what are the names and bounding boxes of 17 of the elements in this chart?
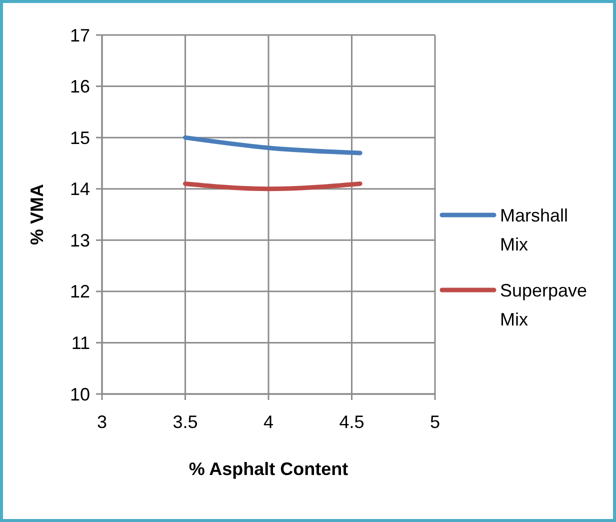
y-tick-label: 17 — [70, 25, 90, 46]
y-tick-label: 10 — [70, 384, 90, 404]
x-axis-title: % Asphalt Content — [188, 459, 348, 479]
legend-label: Superpave Mix — [500, 280, 588, 330]
y-tick-label: 11 — [71, 333, 90, 354]
x-tick-label: 4 — [263, 412, 274, 432]
x-tick-label: 5 — [430, 412, 440, 432]
x-tick-label: 3.5 — [172, 412, 198, 432]
y-tick-label: 16 — [70, 76, 90, 97]
y-tick-label: 13 — [70, 230, 90, 250]
y-tick-label: 15 — [70, 128, 90, 148]
legend-label: Marshall Mix — [500, 205, 568, 254]
x-tick-label: 4.5 — [339, 412, 364, 432]
x-tick-label: 3 — [96, 412, 108, 432]
y-tick-label: 14 — [70, 179, 90, 200]
y-tick-label: 12 — [70, 282, 90, 302]
y-axis-title: % VMA — [27, 184, 47, 246]
